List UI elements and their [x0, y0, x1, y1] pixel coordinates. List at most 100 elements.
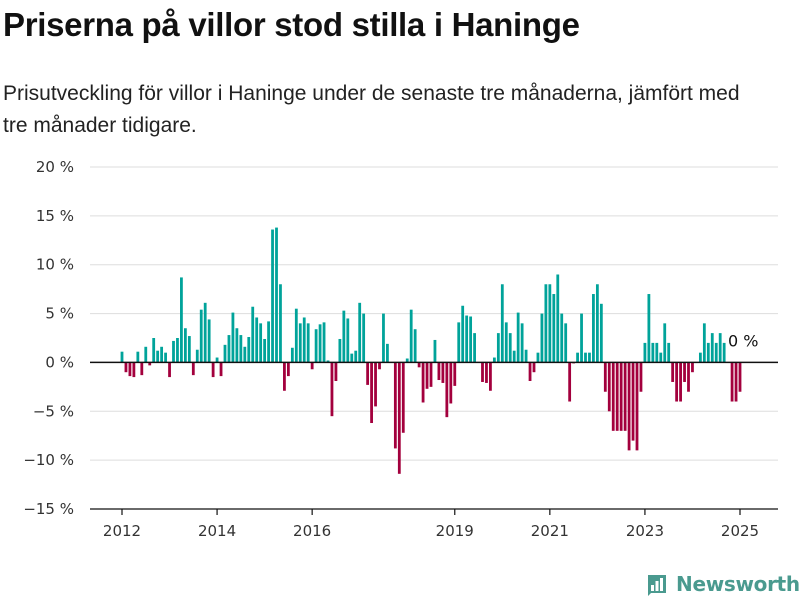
bar: [223, 344, 227, 363]
bar: [263, 338, 267, 363]
bar: [382, 313, 385, 363]
bar: [441, 362, 445, 383]
bar: [168, 362, 171, 378]
bar: [156, 350, 160, 363]
bar: [576, 352, 579, 363]
bar: [247, 337, 251, 363]
bar: [595, 284, 599, 363]
bar: [437, 362, 441, 381]
bar: [722, 342, 726, 363]
bar: [279, 284, 282, 363]
bar: [255, 317, 259, 363]
bar: [500, 284, 504, 363]
bar: [187, 336, 191, 363]
bar: [429, 362, 433, 387]
bar: [663, 323, 667, 363]
bar: [358, 302, 362, 363]
bar: [489, 362, 492, 391]
bar: [160, 346, 164, 363]
bar: [588, 352, 591, 363]
bar: [485, 362, 488, 383]
bar: [473, 333, 476, 363]
bar: [267, 321, 270, 363]
bar: [592, 294, 595, 363]
bar: [730, 362, 734, 402]
bar: [496, 333, 500, 363]
bar: [564, 323, 568, 363]
bar: [172, 340, 175, 363]
bar: [615, 362, 619, 431]
bar: [298, 323, 302, 363]
bar: [235, 328, 239, 363]
bar: [508, 333, 512, 363]
bar: [199, 309, 203, 363]
bar: [556, 274, 560, 363]
bar: [643, 342, 647, 363]
bar: [568, 362, 572, 402]
bar: [124, 362, 128, 373]
latest-value-label: 0 %: [728, 331, 758, 350]
bar: [635, 362, 639, 451]
bar: [671, 362, 675, 382]
bar: [140, 362, 144, 376]
bar: [409, 309, 413, 363]
bar: [128, 362, 132, 377]
bar: [734, 362, 738, 402]
bar: [512, 350, 516, 363]
bar: [370, 362, 373, 424]
bar: [481, 362, 484, 382]
bar: [520, 323, 524, 363]
bar: [275, 227, 278, 363]
bar: [698, 352, 702, 363]
bar: [401, 362, 405, 433]
bar: [457, 322, 461, 363]
bar: [393, 362, 397, 449]
bar: [738, 362, 742, 392]
y-tick-label: −15 %: [23, 500, 74, 518]
bar: [326, 360, 330, 363]
bar: [346, 318, 350, 363]
bar: [607, 362, 611, 412]
bar: [655, 342, 659, 363]
bar: [469, 316, 473, 363]
bar: [651, 342, 655, 363]
bar: [203, 302, 207, 363]
bar: [683, 362, 686, 382]
chart-title: Priserna på villor stod stilla i Haninge: [3, 6, 580, 43]
bar: [465, 315, 469, 363]
bar: [706, 342, 710, 363]
bars: [120, 227, 742, 474]
y-tick-label: 10 %: [36, 256, 74, 274]
bar: [259, 323, 263, 363]
bar: [342, 310, 346, 363]
bar: [627, 362, 631, 451]
y-tick-label: 20 %: [36, 158, 74, 176]
bar: [540, 313, 544, 363]
brand-name: Newsworthy: [676, 572, 800, 596]
bar: [152, 338, 156, 363]
bar: [702, 323, 706, 363]
bar: [659, 352, 663, 363]
bar: [302, 317, 306, 363]
bar: [207, 319, 211, 363]
bar: [532, 362, 536, 373]
bar: [639, 362, 643, 392]
y-tick-label: 15 %: [36, 207, 74, 225]
bar: [195, 349, 199, 363]
x-tick-label: 2021: [531, 522, 569, 540]
y-tick-label: 0 %: [45, 353, 74, 371]
bar: [492, 357, 496, 363]
bar: [560, 313, 564, 363]
bar: [611, 362, 615, 431]
bar: [667, 342, 671, 363]
bar: [219, 362, 223, 377]
bar: [619, 362, 623, 431]
bar: [132, 362, 136, 378]
bar: [350, 353, 354, 363]
x-tick-label: 2014: [198, 522, 236, 540]
bar: [623, 362, 627, 431]
y-axis-labels: −15 % −10 % −5 % 0 % 5 % 10 % 15 % 20 %: [23, 158, 74, 518]
bar: [191, 362, 195, 376]
bar: [211, 362, 215, 378]
x-tick-label: 2025: [721, 522, 759, 540]
